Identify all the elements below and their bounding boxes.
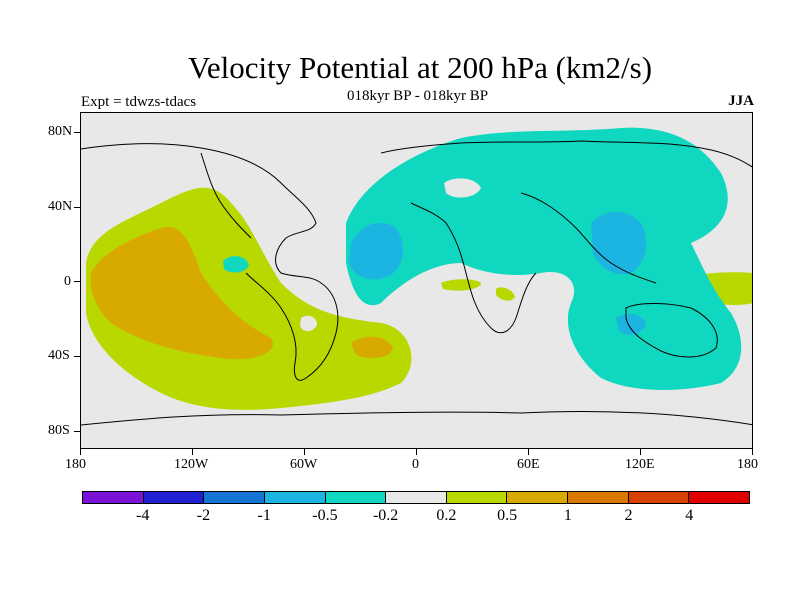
xtick: [80, 449, 81, 455]
colorbar-swatch: [446, 492, 508, 503]
ytick: [74, 356, 80, 357]
colorbar-swatch: [204, 492, 265, 503]
colorbar-label: -0.2: [372, 507, 399, 524]
xlabel-60e: 60E: [517, 457, 540, 472]
xlabel-120e: 120E: [625, 457, 655, 472]
xlabel-180w: 180: [65, 457, 86, 472]
ylabel-40s: 40S: [48, 348, 70, 363]
colorbar-label: 2: [624, 507, 633, 524]
ylabel-0: 0: [64, 274, 71, 289]
ylabel-80s: 80S: [48, 423, 70, 438]
pos-region-atlantic: [351, 336, 393, 359]
pos-region-core: [90, 226, 273, 360]
xlabel-60w: 60W: [290, 457, 318, 472]
colorbar-swatch: [507, 492, 569, 503]
colorbar-swatch: [143, 492, 205, 503]
xtick: [528, 449, 529, 455]
neg-region-caribbean: [223, 256, 249, 273]
colorbar-label: 4: [685, 507, 694, 524]
colorbar-swatch: [386, 492, 447, 503]
colorbar-label: -4: [136, 507, 150, 524]
colorbar-label: 0.2: [436, 507, 457, 524]
colorbar-label: -0.5: [312, 507, 338, 524]
xlabel-180e: 180: [737, 457, 758, 472]
gap-region-1: [300, 315, 317, 332]
chart-subtitle: 018kyr BP - 018kyr BP: [346, 88, 489, 104]
ylabel-40n: 40N: [48, 199, 73, 214]
xtick: [640, 449, 641, 455]
xtick: [416, 449, 417, 455]
colorbar-label: 0.5: [497, 507, 518, 524]
xlabel-120w: 120W: [174, 457, 209, 472]
ytick: [74, 281, 80, 282]
colorbar-swatch: [568, 492, 629, 503]
colorbar-swatch: [689, 492, 750, 503]
ytick: [74, 431, 80, 432]
colorbar-label: -1: [257, 507, 271, 524]
experiment-label: Expt = tdwzs-tdacs: [81, 94, 197, 110]
xtick: [752, 449, 753, 455]
map-panel: [80, 112, 753, 449]
ytick: [74, 207, 80, 208]
colorbar-label: -2: [196, 507, 211, 524]
coastlines: [81, 140, 752, 426]
neg-region-indianocean: [521, 255, 555, 271]
neg-region-australia: [616, 313, 646, 335]
season-label: JJA: [728, 93, 754, 109]
chart-title: Velocity Potential at 200 hPa (km2/s): [187, 50, 653, 85]
ylabel-80n: 80N: [48, 124, 73, 139]
pos-region-africa-east: [496, 287, 515, 301]
colorbar: [82, 491, 750, 504]
ytick: [74, 132, 80, 133]
colorbar-swatch: [628, 492, 690, 503]
map-svg: [81, 127, 752, 426]
neg-region-africa: [349, 223, 403, 280]
colorbar-label: 1: [563, 507, 572, 524]
gap-region-2: [444, 178, 481, 198]
xtick: [304, 449, 305, 455]
pos-region-indian: [441, 279, 481, 291]
colorbar-swatch: [325, 492, 387, 503]
colorbar-swatch: [264, 492, 326, 503]
xlabel-0: 0: [412, 457, 419, 472]
colorbar-swatch: [83, 492, 144, 503]
xtick: [192, 449, 193, 455]
